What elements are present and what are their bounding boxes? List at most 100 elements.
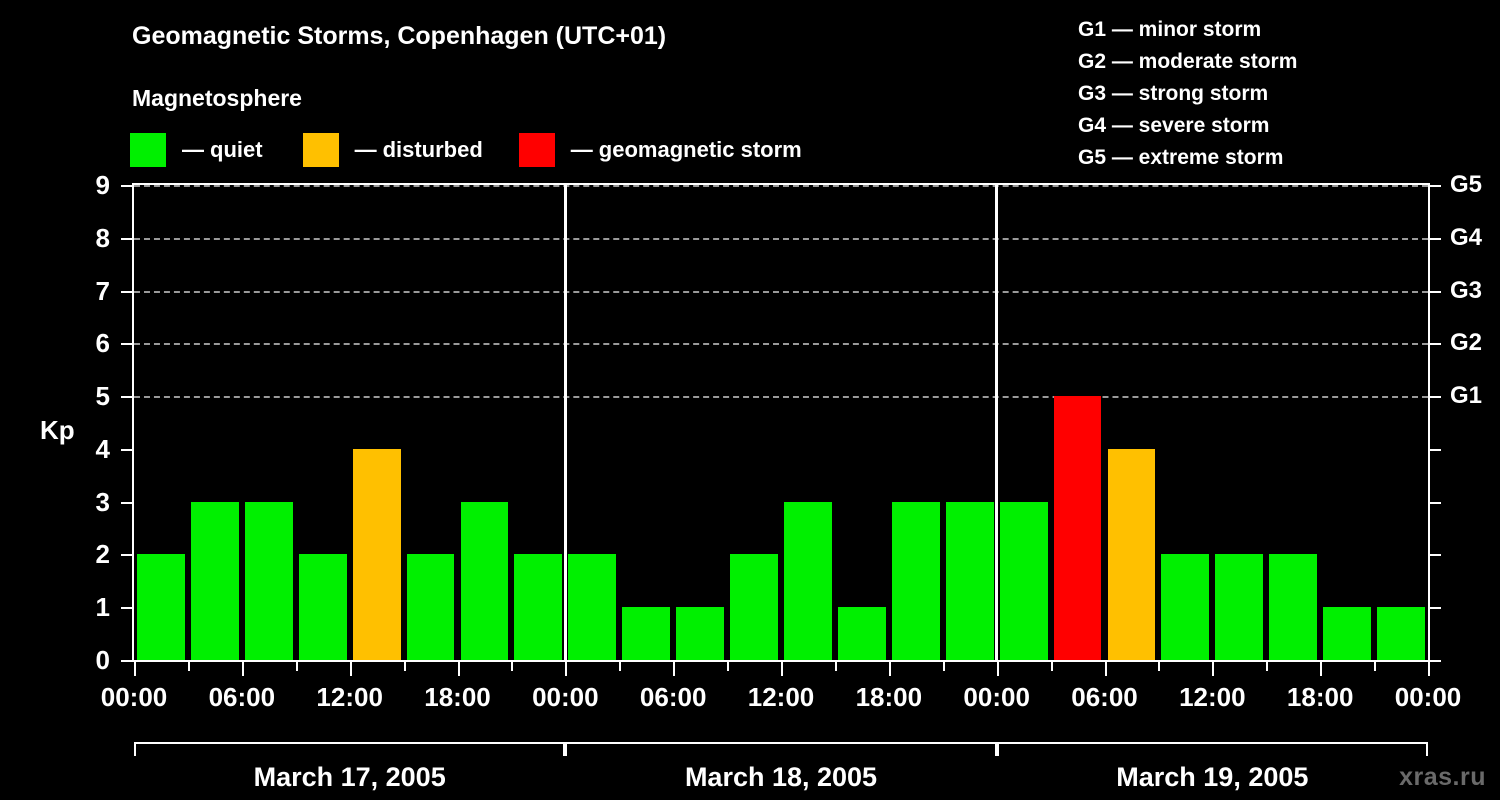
day-divider <box>563 185 567 660</box>
gridline-kp-7 <box>134 290 1428 293</box>
g-axis-label-g5: G5 <box>1450 171 1483 198</box>
x-axis-minor-tick <box>187 662 190 671</box>
legend-dash: — <box>182 137 204 162</box>
legend-item-disturbed: — disturbed <box>302 132 483 168</box>
y-axis-title: Kp <box>40 415 75 445</box>
date-label: March 19, 2005 <box>1116 762 1309 792</box>
y-axis-label: 6 <box>95 328 110 359</box>
x-axis-tick <box>1320 662 1323 676</box>
x-axis-minor-tick <box>942 662 945 671</box>
g-axis-tick <box>1430 237 1441 240</box>
bar <box>891 501 940 660</box>
y-axis-label: 3 <box>95 486 110 517</box>
date-bracket <box>565 742 997 756</box>
x-axis-minor-tick <box>295 662 298 671</box>
legend-item-storm: — geomagnetic storm <box>518 132 802 168</box>
day-divider <box>995 185 999 660</box>
g-legend-row-g4: G4 — severe storm <box>1078 114 1270 137</box>
g-legend-row-g3: G3 — strong storm <box>1078 82 1269 105</box>
legend-label-quiet: quiet <box>210 137 263 162</box>
plot-inner <box>134 185 1428 660</box>
gridline-kp-6 <box>134 343 1428 346</box>
x-axis-tick <box>781 662 783 676</box>
x-axis-label: 06:00 <box>639 682 707 712</box>
g-scale-legend: G1 — minor storm G2 — moderate storm G3 … <box>1078 14 1297 174</box>
date-label: March 18, 2005 <box>684 762 878 792</box>
subtitle: Magnetosphere <box>132 85 302 111</box>
x-axis-minor-tick <box>834 662 837 671</box>
x-axis-minor-tick <box>403 662 406 671</box>
x-axis-minor-tick <box>1158 662 1161 671</box>
bar <box>190 501 239 660</box>
color-legend: — quiet — disturbed — geomagnetic storm <box>130 132 802 168</box>
g-axis-tick <box>1430 660 1441 662</box>
bar <box>244 501 293 660</box>
bar <box>676 607 725 660</box>
bar <box>784 501 832 660</box>
plot-area <box>132 183 1430 662</box>
g-axis-tick <box>1430 448 1441 451</box>
legend-swatch-disturbed <box>302 133 339 167</box>
g-axis-tick <box>1430 185 1441 187</box>
y-axis-label: 9 <box>95 170 110 200</box>
g-axis-label-g4: G4 <box>1450 223 1483 251</box>
y-axis-tick <box>121 660 132 662</box>
x-axis-tick <box>241 662 244 676</box>
y-axis-label: 5 <box>95 381 110 412</box>
date-bracket <box>996 742 1428 756</box>
x-axis-minor-tick <box>1374 662 1377 671</box>
x-axis-label: 12:00 <box>316 682 383 712</box>
x-axis-tick <box>565 662 568 676</box>
y-axis-tick <box>121 237 132 240</box>
bar <box>1161 554 1210 660</box>
y-axis-label: 4 <box>95 433 110 464</box>
g-legend-row-g2: G2 — moderate storm <box>1078 50 1298 73</box>
y-axis-label: 7 <box>95 275 110 306</box>
g-legend-row-g5: G5 — extreme storm <box>1078 146 1284 169</box>
legend-dash: — <box>570 137 593 162</box>
bar <box>945 501 994 660</box>
page-title: Geomagnetic Storms, Copenhagen (UTC+01) <box>132 22 667 50</box>
bar <box>137 554 185 660</box>
bar <box>1323 607 1372 660</box>
bar <box>1107 448 1156 660</box>
x-axis-minor-tick <box>1266 662 1269 671</box>
bar <box>999 501 1048 660</box>
g-axis-tick <box>1430 343 1441 346</box>
g-axis-tick <box>1430 290 1441 293</box>
x-axis-label: 06:00 <box>208 682 276 712</box>
x-axis-tick <box>457 662 460 676</box>
x-axis-minor-tick <box>619 662 622 671</box>
x-axis-label: 12:00 <box>1179 682 1246 712</box>
x-axis-tick <box>349 662 352 676</box>
bar <box>514 554 563 660</box>
y-axis-tick <box>121 607 132 610</box>
x-axis-tick <box>888 662 891 676</box>
legend-dash: — <box>354 137 377 162</box>
y-axis-label: 8 <box>95 222 110 253</box>
date-label: March 17, 2005 <box>253 762 446 792</box>
x-axis-label: 18:00 <box>855 682 923 712</box>
bar <box>460 501 509 660</box>
gridline-kp-5 <box>134 396 1428 399</box>
y-axis-tick <box>121 554 132 557</box>
y-axis-tick <box>121 501 132 504</box>
g-axis-label-g3: G3 <box>1450 276 1483 304</box>
x-axis-tick <box>1212 662 1215 676</box>
y-axis-label: 2 <box>95 539 110 570</box>
x-axis-label: 00:00 <box>100 682 168 712</box>
x-axis-tick <box>1428 662 1430 676</box>
g-axis-tick <box>1430 501 1441 504</box>
y-axis-tick <box>121 290 132 293</box>
bar <box>352 448 401 660</box>
y-axis-tick <box>121 448 132 451</box>
x-axis-label: 00:00 <box>532 682 599 712</box>
x-axis-label: 06:00 <box>1071 682 1138 712</box>
y-axis-tick <box>121 343 132 346</box>
g-axis-tick <box>1430 554 1441 557</box>
g-axis-label-g1: G1 <box>1450 382 1483 410</box>
gridline-kp-9 <box>134 185 1428 187</box>
bar <box>837 607 886 660</box>
y-axis-tick <box>121 185 132 187</box>
